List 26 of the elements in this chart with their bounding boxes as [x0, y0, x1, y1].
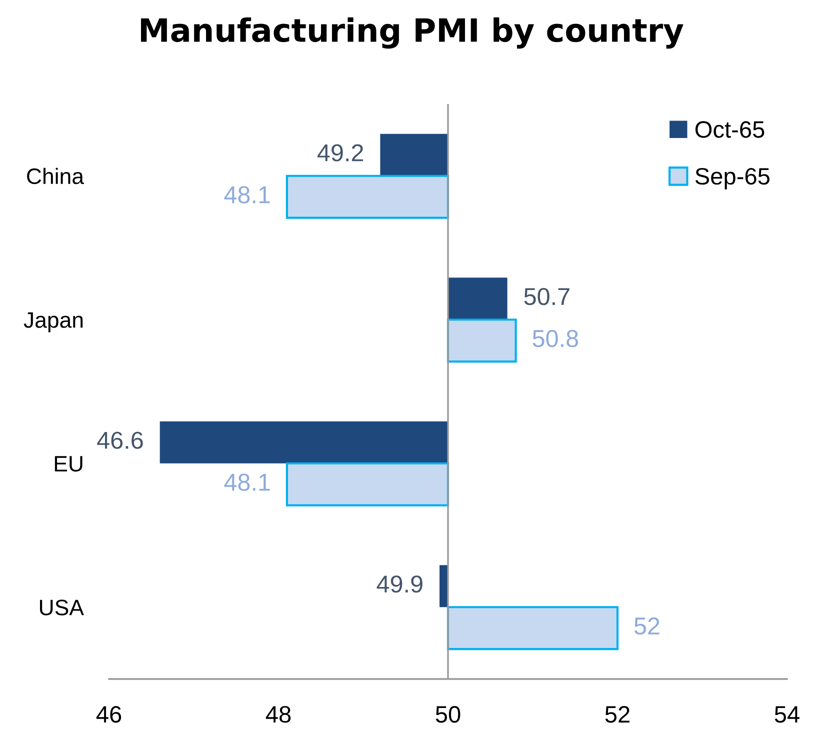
bar [446, 318, 517, 363]
bar [448, 278, 508, 320]
y-tick-label: EU [54, 456, 82, 472]
legend-label: Oct-65 [695, 121, 764, 138]
data-label: 52 [634, 617, 660, 635]
y-tick-label: China [27, 168, 84, 184]
data-label: 50.8 [532, 330, 578, 348]
y-tick-label: Japan [24, 312, 83, 332]
data-label: 50.7 [524, 288, 570, 306]
bar [286, 462, 450, 506]
data-label: 49.2 [317, 144, 364, 162]
x-tick-label: 52 [605, 706, 630, 723]
data-label: 46.6 [97, 432, 143, 449]
x-tick-label: 50 [436, 706, 460, 723]
legend-label: Sep-65 [695, 168, 770, 190]
x-tick-label: 54 [774, 706, 800, 723]
bar [286, 174, 450, 219]
data-label: 48.1 [224, 474, 270, 491]
x-tick-label: 48 [266, 706, 291, 723]
bar [380, 134, 448, 176]
bar [446, 606, 619, 650]
chart-title: Manufacturing PMI by country [140, 17, 684, 49]
data-label: 49.9 [376, 575, 422, 593]
data-label: 48.1 [224, 186, 270, 204]
x-tick-label: 46 [96, 706, 122, 723]
y-tick-label: USA [40, 600, 84, 616]
